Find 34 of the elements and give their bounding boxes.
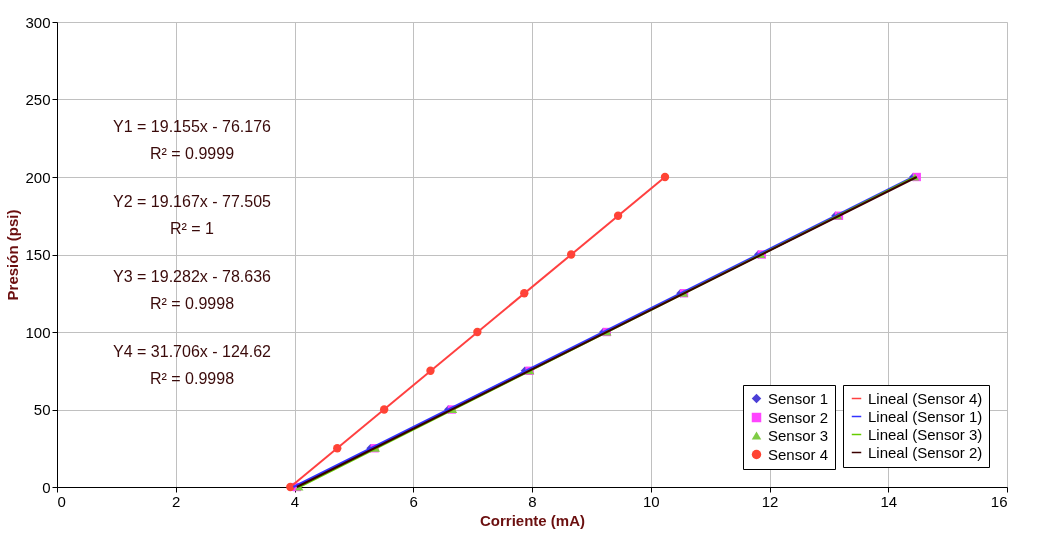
- y-tick-label: 200: [25, 168, 51, 186]
- legend-label: Sensor 3: [768, 426, 829, 444]
- y-axis-title: Presión (psi): [4, 209, 22, 301]
- y-tick-label: 50: [33, 401, 51, 418]
- legend-label: Lineal (Sensor 1): [868, 407, 983, 425]
- x-tick-label: 14: [880, 492, 898, 510]
- annotation: Y1 = 19.155x - 76.176: [113, 118, 272, 135]
- x-tick-label: 16: [990, 492, 1008, 510]
- annotation: R² = 0.9998: [149, 295, 235, 312]
- y-tick-label: 300: [25, 13, 51, 31]
- legend-label: Lineal (Sensor 3): [868, 425, 983, 443]
- x-tick-label: 0: [57, 492, 66, 510]
- legend-label: Lineal (Sensor 2): [868, 443, 983, 461]
- annotation: Y4 = 31.706x - 124.62: [113, 343, 272, 360]
- x-axis-title: Corriente (mA): [479, 511, 586, 529]
- x-tick-label: 12: [761, 492, 779, 510]
- annotation: Y3 = 19.282x - 78.636: [113, 268, 272, 285]
- annotation: Y2 = 19.167x - 77.505: [113, 193, 272, 210]
- annotation: R² = 0.9998: [149, 370, 235, 387]
- annotation: R² = 1: [169, 220, 215, 237]
- y-tick-label: 100: [25, 323, 51, 341]
- legend-label: Sensor 2: [768, 408, 829, 426]
- annotation: R² = 0.9999: [149, 145, 235, 162]
- legend-label: Sensor 1: [768, 389, 829, 407]
- y-tick-label: 150: [25, 246, 51, 263]
- x-tick-label: 10: [642, 492, 660, 510]
- legend-label: Lineal (Sensor 4): [868, 389, 983, 407]
- y-tick-label: 0: [42, 478, 51, 496]
- y-tick-label: 250: [25, 91, 51, 108]
- legend-label: Sensor 4: [768, 445, 829, 463]
- x-tick-label: 2: [172, 492, 181, 510]
- x-tick-label: 4: [290, 492, 300, 510]
- x-tick-label: 8: [528, 492, 537, 510]
- x-tick-label: 6: [409, 492, 418, 510]
